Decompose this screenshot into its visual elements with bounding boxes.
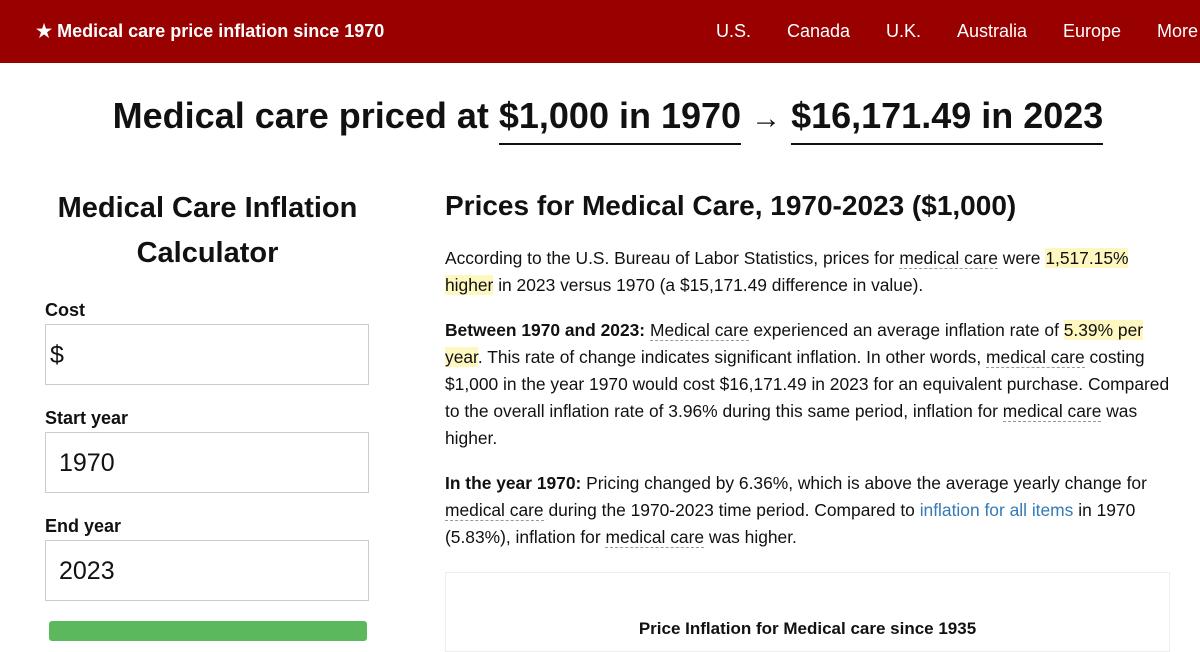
site-title[interactable]: ★ Medical care price inflation since 197… — [36, 21, 385, 41]
text: Pricing changed by 6.36%, which is above… — [586, 473, 1147, 493]
end-year-input[interactable]: 2023 — [45, 540, 369, 601]
cost-prefix: $ — [50, 341, 64, 369]
lead: Between 1970 and 2023: — [445, 320, 646, 340]
paragraph: According to the U.S. Bureau of Labor St… — [445, 245, 1175, 299]
nav-link[interactable]: U.S. — [716, 21, 752, 41]
text: in 2023 versus 1970 (a $15,171.49 differ… — [498, 275, 924, 295]
headline-prefix: Medical care priced at — [112, 95, 489, 136]
nav-link[interactable]: Canada — [787, 21, 851, 41]
term[interactable]: medical care — [445, 500, 544, 521]
start-year-label: Start year — [45, 408, 129, 428]
headline: Medical care priced at $1,000 in 1970 → $1… — [0, 95, 1200, 145]
start-year-input[interactable]: 1970 — [45, 432, 369, 493]
article: According to the U.S. Bureau of Labor St… — [445, 245, 1175, 569]
end-value[interactable]: $16,171.49 in 2023 — [791, 95, 1104, 145]
nav-link[interactable]: More — [1157, 21, 1199, 41]
term[interactable]: medical care — [899, 248, 998, 269]
calculator-title: Medical Care Inflation Calculator — [57, 192, 358, 269]
text: experienced an average inflation rate of — [753, 320, 1059, 340]
nav-link[interactable]: U.K. — [886, 21, 922, 41]
cost-input[interactable]: $ — [45, 324, 369, 385]
text: costing $1,000 in the year 1970 would co… — [445, 347, 1170, 421]
nav-link[interactable]: Europe — [1063, 21, 1122, 41]
text: was higher. — [708, 527, 797, 547]
term[interactable]: medical care — [1002, 401, 1102, 422]
text: According to the U.S. Bureau of Labor St… — [445, 248, 895, 268]
calculate-button[interactable] — [49, 621, 367, 641]
article-title: Prices for Medical Care, 1970-2023 ($1,0… — [445, 190, 1017, 221]
top-bar: ★ Medical care price inflation since 197… — [0, 0, 1200, 63]
start-year-value: 1970 — [59, 449, 115, 477]
arrow: → — [751, 102, 782, 135]
start-value[interactable]: $1,000 in 1970 — [498, 95, 742, 145]
link[interactable]: inflation for all items — [919, 500, 1074, 520]
paragraph: In the year 1970: Pricing changed by 6.3… — [445, 470, 1175, 551]
paragraph: Between 1970 and 2023: Medical care expe… — [445, 317, 1175, 452]
text: . This rate of change indicates signific… — [477, 347, 982, 367]
term[interactable]: medical care — [605, 527, 705, 548]
lead: In the year 1970: — [445, 473, 582, 493]
end-year-value: 2023 — [59, 557, 115, 585]
term[interactable]: medical care — [986, 347, 1085, 368]
text: during the 1970-2023 time period. Compar… — [548, 500, 915, 520]
term[interactable]: Medical care — [649, 320, 749, 341]
chart-title: Price Inflation for Medical care since 1… — [638, 619, 977, 638]
cost-label: Cost — [45, 300, 85, 320]
chart-box: Price Inflation for Medical care since 1… — [445, 572, 1170, 652]
text: were — [1002, 248, 1041, 268]
nav-link[interactable]: Australia — [957, 21, 1028, 41]
text: in 1970 (5.83%), inflation for — [445, 500, 1136, 547]
end-year-label: End year — [45, 516, 122, 536]
text: was higher. — [445, 401, 1138, 448]
